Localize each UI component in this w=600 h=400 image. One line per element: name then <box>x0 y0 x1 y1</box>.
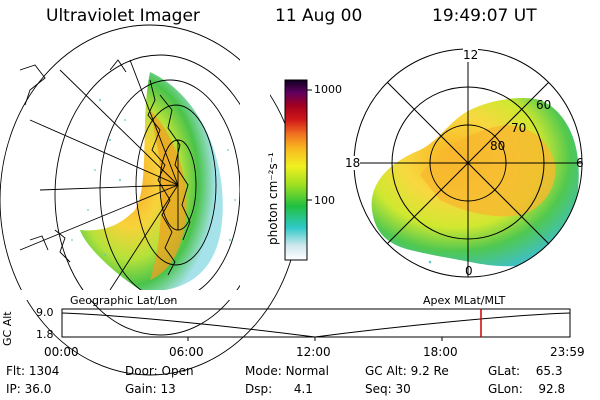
seq-label: Seq: <box>365 382 392 396</box>
mode-value: Normal <box>285 364 329 378</box>
info-seq: Seq: 30 <box>365 382 411 396</box>
altitude-curve <box>61 312 571 338</box>
info-dsp: Dsp: 4.1 <box>245 382 313 396</box>
glon-value: 92.8 <box>538 382 566 396</box>
info-glon: GLon: 92.8 <box>488 382 565 396</box>
gcalt-value: 9.2 Re <box>410 364 449 378</box>
lat-label-60: 60 <box>536 98 552 112</box>
info-ip: IP: 36.0 <box>6 382 51 396</box>
ip-label: IP: <box>6 382 21 396</box>
door-value: Open <box>161 364 194 378</box>
geographic-caption: Geographic Lat/Lon <box>70 294 178 307</box>
gain-value: 13 <box>160 382 176 396</box>
dsp-value: 4.1 <box>293 382 313 396</box>
altitude-tick-bottom: 1.8 <box>36 328 54 341</box>
time-tick-0600: 06:00 <box>169 345 204 359</box>
flt-label: Flt: <box>6 364 25 378</box>
mlt-label-12: 12 <box>463 48 479 62</box>
colorbar-tick-1000: 1000 <box>314 83 342 96</box>
glat-value: 65.3 <box>535 364 563 378</box>
colorbar-unit-label: photon cm⁻²s⁻¹ <box>266 152 280 245</box>
color-scale-bar <box>284 79 312 261</box>
dsp-label: Dsp: <box>245 382 273 396</box>
info-mode: Mode: Normal <box>245 364 329 378</box>
info-gcalt: GC Alt: 9.2 Re <box>365 364 449 378</box>
info-flt: Flt: 1304 <box>6 364 59 378</box>
info-gain: Gain: 13 <box>125 382 176 396</box>
polar-plot <box>353 48 583 278</box>
date-label: 11 Aug 00 <box>275 6 363 26</box>
mlt-label-6: 6 <box>576 156 584 170</box>
mlt-label-0: 0 <box>465 264 473 278</box>
time-label: 19:49:07 UT <box>432 6 537 26</box>
aurora-emission-geographic <box>80 72 223 290</box>
altitude-tick-top: 9.0 <box>36 306 54 319</box>
apex-caption: Apex MLat/MLT <box>423 294 506 307</box>
glon-label: GLon: <box>488 382 523 396</box>
door-label: Door: <box>125 364 158 378</box>
time-tick-1800: 18:00 <box>423 345 458 359</box>
ip-value: 36.0 <box>24 382 52 396</box>
seq-value: 30 <box>395 382 411 396</box>
info-glat: GLat: 65.3 <box>488 364 562 378</box>
altitude-plot <box>61 308 571 341</box>
time-tick-0000: 00:00 <box>44 345 79 359</box>
gain-label: Gain: <box>125 382 157 396</box>
info-door: Door: Open <box>125 364 194 378</box>
time-tick-1200: 12:00 <box>296 345 331 359</box>
lat-label-70: 70 <box>511 121 527 135</box>
mode-label: Mode: <box>245 364 282 378</box>
flt-value: 1304 <box>28 364 60 378</box>
instrument-title: Ultraviolet Imager <box>46 6 200 26</box>
glat-label: GLat: <box>488 364 521 378</box>
colorbar-tick-100: 100 <box>314 194 335 207</box>
altitude-axis-label: GC Alt <box>1 311 14 346</box>
gcalt-label: GC Alt: <box>365 364 407 378</box>
lat-label-80: 80 <box>490 139 506 153</box>
mlt-label-18: 18 <box>345 156 361 170</box>
time-tick-2359: 23:59 <box>550 345 585 359</box>
geographic-map <box>0 24 301 376</box>
